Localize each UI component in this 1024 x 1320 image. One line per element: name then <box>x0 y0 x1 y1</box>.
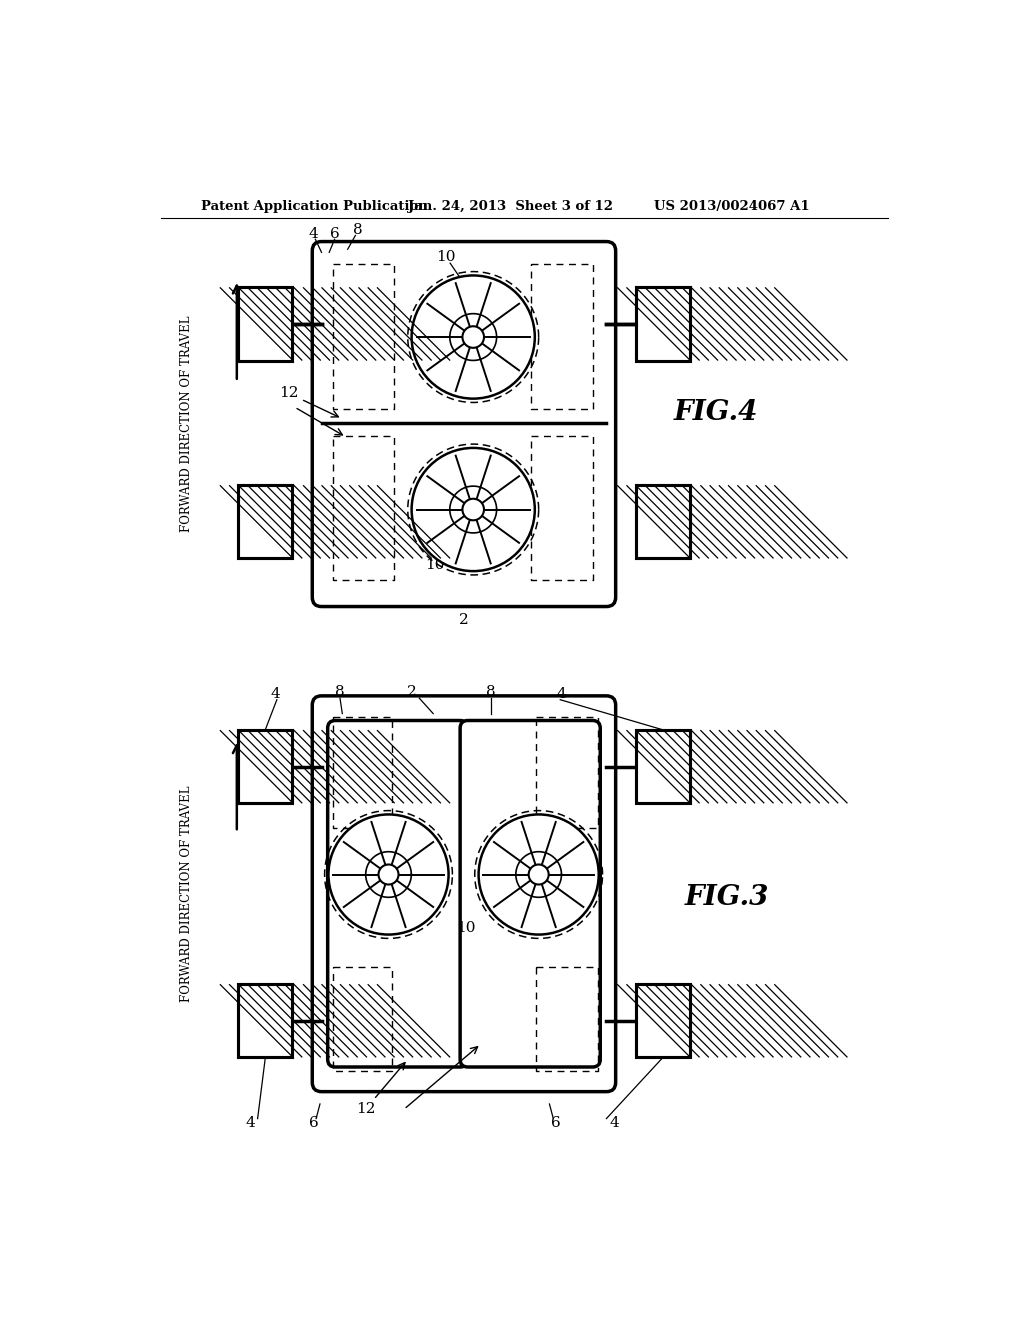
Bar <box>239 486 292 558</box>
Bar <box>636 985 689 1057</box>
FancyBboxPatch shape <box>312 242 615 607</box>
Circle shape <box>478 814 599 935</box>
Bar <box>636 985 689 1057</box>
Circle shape <box>329 814 449 935</box>
Text: 10: 10 <box>425 558 444 572</box>
Text: 4: 4 <box>245 1117 255 1130</box>
Text: 2: 2 <box>407 685 417 700</box>
Text: Jan. 24, 2013  Sheet 3 of 12: Jan. 24, 2013 Sheet 3 of 12 <box>408 199 612 213</box>
FancyBboxPatch shape <box>460 721 600 1067</box>
Bar <box>636 730 689 804</box>
Circle shape <box>463 499 484 520</box>
Bar <box>636 486 689 558</box>
Bar <box>636 288 689 360</box>
Bar <box>239 486 292 558</box>
Bar <box>239 730 292 804</box>
Text: FORWARD DIRECTION OF TRAVEL: FORWARD DIRECTION OF TRAVEL <box>179 315 193 532</box>
Text: FIG.4: FIG.4 <box>674 399 758 426</box>
Bar <box>239 288 292 360</box>
Bar <box>636 486 689 558</box>
Text: FORWARD DIRECTION OF TRAVEL: FORWARD DIRECTION OF TRAVEL <box>179 785 193 1002</box>
Text: 4: 4 <box>557 686 566 701</box>
Text: 6: 6 <box>330 227 340 240</box>
FancyBboxPatch shape <box>328 721 468 1067</box>
Text: 6: 6 <box>309 1117 318 1130</box>
Bar <box>636 288 689 360</box>
Circle shape <box>528 865 549 884</box>
Text: 10: 10 <box>456 921 475 936</box>
Text: Patent Application Publication: Patent Application Publication <box>202 199 428 213</box>
Circle shape <box>412 447 535 572</box>
Circle shape <box>412 276 535 399</box>
Text: 4: 4 <box>308 227 317 240</box>
Text: 8: 8 <box>353 223 362 238</box>
Text: 6: 6 <box>551 1117 560 1130</box>
Bar <box>239 985 292 1057</box>
Text: 10: 10 <box>436 249 456 264</box>
Bar <box>239 730 292 804</box>
Bar <box>239 288 292 360</box>
Bar <box>636 486 689 558</box>
Bar <box>239 288 292 360</box>
Bar <box>636 730 689 804</box>
Text: FIG.3: FIG.3 <box>685 884 769 911</box>
Text: 4: 4 <box>270 686 281 701</box>
Text: US 2013/0024067 A1: US 2013/0024067 A1 <box>654 199 810 213</box>
Text: 2: 2 <box>459 614 469 627</box>
Bar <box>239 985 292 1057</box>
Bar <box>239 486 292 558</box>
Circle shape <box>463 326 484 348</box>
Text: 12: 12 <box>355 1063 404 1117</box>
FancyBboxPatch shape <box>312 696 615 1092</box>
Bar <box>239 730 292 804</box>
Bar <box>636 985 689 1057</box>
Text: 4: 4 <box>609 1117 618 1130</box>
Bar <box>239 985 292 1057</box>
Text: 12: 12 <box>279 387 338 417</box>
Text: 8: 8 <box>335 685 345 700</box>
Bar <box>636 730 689 804</box>
Bar <box>636 288 689 360</box>
Text: 8: 8 <box>486 685 496 700</box>
Circle shape <box>379 865 398 884</box>
